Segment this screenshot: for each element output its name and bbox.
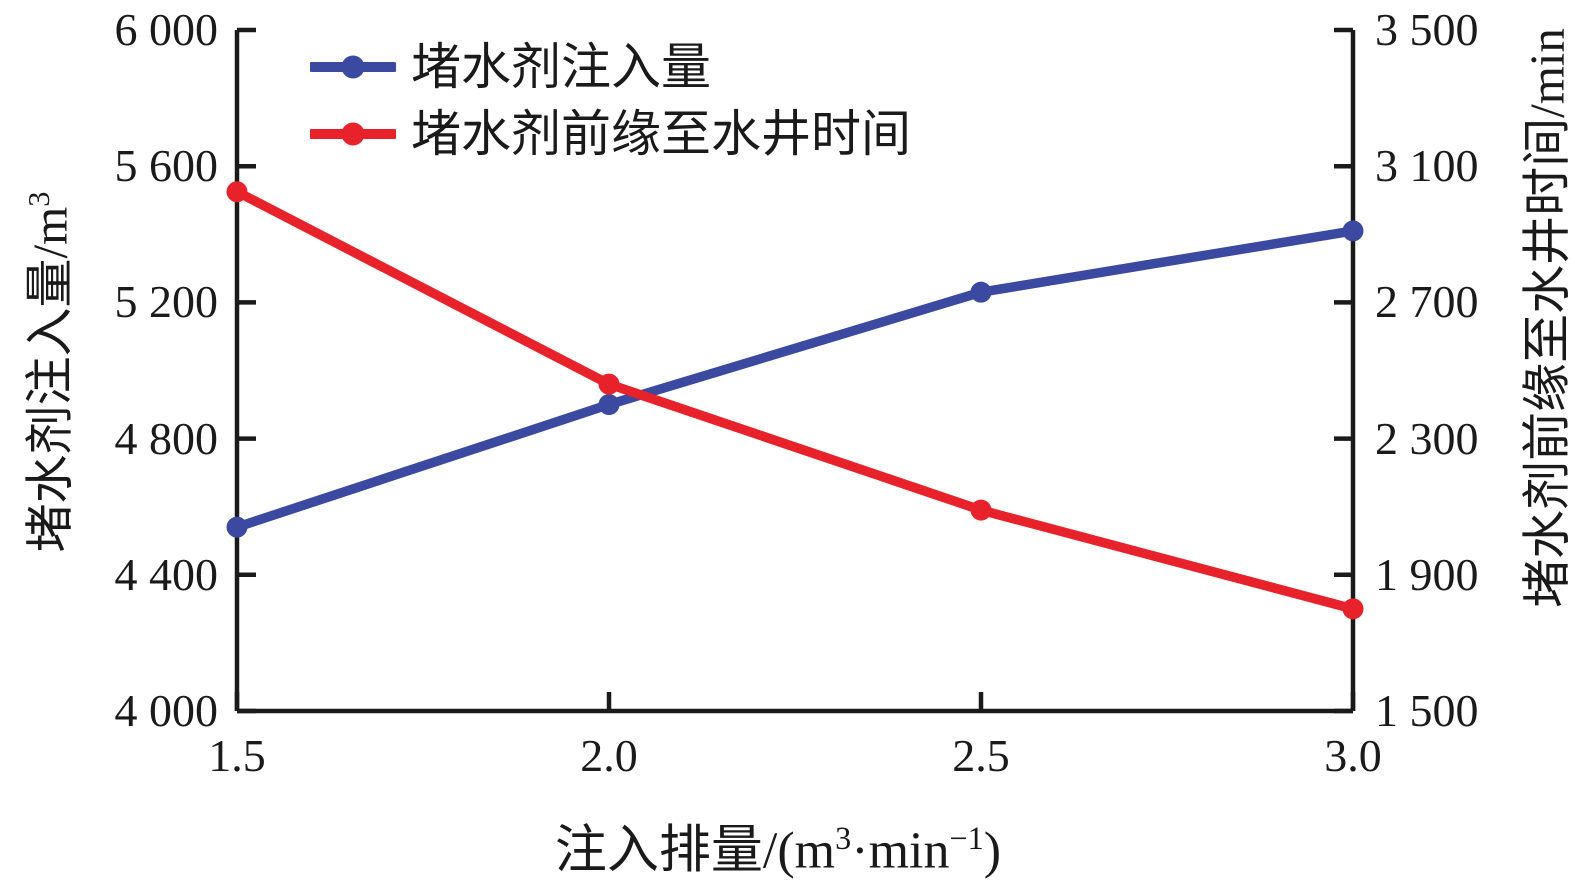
left-axis-title-superscript: 3	[22, 191, 57, 207]
x-axis-title-sup1: 3	[835, 820, 852, 857]
legend-item-1: 堵水剂前缘至水井时间	[310, 103, 911, 165]
data-point-marker-0	[226, 516, 248, 538]
left-axis-title: 堵水剂注入量/m3	[11, 192, 82, 553]
legend: 堵水剂注入量堵水剂前缘至水井时间	[310, 36, 911, 165]
legend-swatch-icon	[310, 122, 396, 146]
x-axis-title-sup2: −1	[949, 820, 984, 857]
right-axis-tick-label: 2 300	[1375, 412, 1479, 464]
right-axis-title-text: 堵水剂前缘至水井时间/min	[1519, 28, 1575, 608]
x-axis-title-pre: 注入排量/(m	[554, 822, 836, 880]
legend-item-0: 堵水剂注入量	[310, 36, 911, 98]
legend-label: 堵水剂前缘至水井时间	[411, 106, 911, 162]
left-axis-tick-label: 4 000	[114, 685, 219, 736]
data-point-marker-1	[226, 181, 248, 203]
x-axis-tick-label: 1.5	[208, 730, 266, 781]
right-axis-title: 堵水剂前缘至水井时间/min	[1508, 28, 1575, 608]
data-point-marker-1	[598, 373, 620, 395]
legend-label: 堵水剂注入量	[411, 39, 711, 95]
x-axis-title: 注入排量/(m3·min−1)	[555, 808, 1001, 883]
series-line-1	[232, 186, 1358, 614]
data-point-marker-0	[598, 394, 620, 416]
right-axis-tick-label: 3 100	[1375, 140, 1479, 192]
left-axis-tick-label: 6 000	[114, 4, 219, 55]
left-axis-tick-label: 4 400	[114, 548, 219, 600]
right-axis-tick-label: 1 900	[1375, 548, 1479, 600]
data-point-marker-1	[1342, 598, 1364, 620]
data-point-marker-1	[970, 499, 992, 521]
left-axis-tick-label: 5 600	[114, 140, 219, 192]
x-axis-tick-label: 2.5	[952, 730, 1010, 781]
right-axis-tick-label: 1 500	[1375, 685, 1479, 736]
left-axis-tick-label: 5 200	[114, 276, 219, 328]
series-line-0	[232, 226, 1358, 532]
x-axis-title-post: )	[983, 822, 1002, 880]
legend-swatch-icon	[310, 55, 396, 79]
x-axis-title-mid: ·min	[851, 822, 950, 880]
x-axis-tick-label: 3.0	[1324, 730, 1382, 781]
data-point-marker-0	[970, 281, 992, 303]
right-axis-tick-label: 3 500	[1375, 4, 1479, 55]
x-axis-tick-label: 2.0	[580, 730, 638, 781]
left-axis-tick-label: 4 800	[114, 412, 219, 464]
data-point-marker-0	[1342, 220, 1364, 242]
left-axis-title-text: 堵水剂注入量/m	[22, 206, 78, 553]
right-axis-tick-label: 2 700	[1375, 276, 1479, 328]
